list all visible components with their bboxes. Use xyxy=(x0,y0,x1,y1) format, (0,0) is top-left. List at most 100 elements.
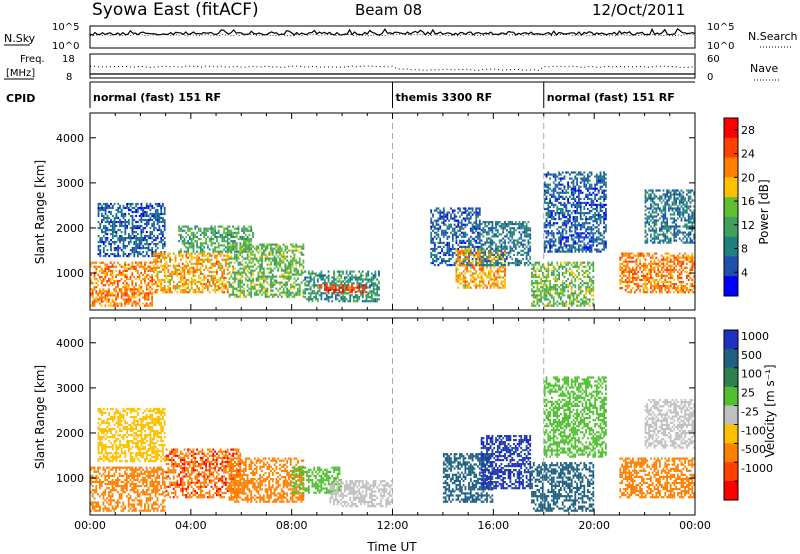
heatmap-cell xyxy=(572,193,575,196)
heatmap-cell xyxy=(307,292,310,295)
heatmap-cell xyxy=(214,246,216,249)
heatmap-cell xyxy=(352,298,355,301)
heatmap-cell xyxy=(342,296,344,299)
heatmap-cell xyxy=(588,265,591,268)
heatmap-cell xyxy=(106,267,108,270)
heatmap-cell xyxy=(558,216,560,219)
heatmap-cell xyxy=(257,271,260,274)
heatmap-cell xyxy=(576,189,578,192)
heatmap-cell xyxy=(442,223,445,226)
heatmap-cell xyxy=(338,274,341,277)
heatmap-cell xyxy=(489,254,492,257)
heatmap-cell xyxy=(90,263,92,266)
heatmap-cell xyxy=(199,229,202,232)
heatmap-cell xyxy=(302,245,305,248)
heatmap-cell xyxy=(352,286,355,289)
heatmap-region xyxy=(316,284,368,294)
heatmap-cell xyxy=(156,252,159,255)
heatmap-cell xyxy=(551,216,553,219)
heatmap-cell xyxy=(279,253,281,256)
heatmap-cell xyxy=(486,276,488,279)
heatmap-cell xyxy=(154,260,157,263)
heatmap-cell xyxy=(284,275,287,278)
heatmap-cell xyxy=(192,280,195,284)
heatmap-cell xyxy=(583,205,586,209)
heatmap-cell xyxy=(131,249,134,252)
heatmap-cell xyxy=(198,287,200,290)
heatmap-cell xyxy=(115,273,117,277)
heatmap-cell xyxy=(451,209,454,212)
heatmap-cell xyxy=(527,239,530,242)
heatmap-cell xyxy=(459,207,461,210)
heatmap-cell xyxy=(498,241,501,244)
heatmap-cell xyxy=(151,255,154,258)
heatmap-cell xyxy=(459,209,461,212)
heatmap-cell xyxy=(232,248,234,251)
heatmap-cell xyxy=(450,217,452,220)
heatmap-cell xyxy=(560,207,562,211)
heatmap-cell xyxy=(122,243,125,246)
heatmap-cell xyxy=(124,239,127,242)
heatmap-cell xyxy=(156,256,159,259)
heatmap-cell xyxy=(482,268,485,271)
heatmap-cell xyxy=(250,291,253,294)
heatmap-cell xyxy=(529,247,532,250)
heatmap-cell xyxy=(587,228,589,231)
heatmap-cell xyxy=(556,212,559,215)
heatmap-cell xyxy=(460,250,463,253)
heatmap-cell xyxy=(471,229,474,232)
heatmap-cell xyxy=(137,220,139,224)
heatmap-cell xyxy=(165,260,168,263)
heatmap-cell xyxy=(574,242,577,245)
heatmap-cell xyxy=(196,254,198,257)
heatmap-cell xyxy=(104,278,107,281)
heatmap-cell xyxy=(590,173,593,176)
heatmap-cell xyxy=(439,241,442,244)
heatmap-cell xyxy=(257,251,260,254)
heatmap-cell xyxy=(581,290,584,293)
heatmap-cell xyxy=(565,216,568,219)
heatmap-cell xyxy=(342,288,344,291)
heatmap-cell xyxy=(579,292,582,295)
heatmap-cell xyxy=(115,231,118,234)
heatmap-cell xyxy=(477,213,479,216)
heatmap-cell xyxy=(563,216,566,219)
heatmap-cell xyxy=(579,240,582,243)
heatmap-cell xyxy=(318,288,321,291)
heatmap-cell xyxy=(540,290,542,293)
heatmap-cell xyxy=(111,253,114,256)
heatmap-cell xyxy=(560,218,562,221)
heatmap-cell xyxy=(163,274,166,277)
heatmap-cell xyxy=(585,286,587,289)
heatmap-cell xyxy=(378,280,380,283)
heatmap-cell xyxy=(464,282,467,285)
heatmap-cell xyxy=(592,236,595,239)
heatmap-cell xyxy=(569,296,571,299)
heatmap-cell xyxy=(552,175,555,178)
heatmap-cell xyxy=(324,286,326,289)
heatmap-cell xyxy=(475,225,478,228)
heatmap-cell xyxy=(551,232,553,235)
heatmap-cell xyxy=(180,291,182,294)
heatmap-cell xyxy=(187,233,189,236)
heatmap-cell xyxy=(588,183,591,186)
heatmap-cell xyxy=(153,268,155,271)
heatmap-cell xyxy=(199,233,202,236)
heatmap-region xyxy=(430,207,481,267)
heatmap-cell xyxy=(180,266,182,269)
heatmap-cell xyxy=(234,273,236,276)
heatmap-cell xyxy=(565,269,568,272)
heatmap-cell xyxy=(124,290,126,293)
heatmap-cell xyxy=(167,287,170,290)
heatmap-cell xyxy=(475,239,478,242)
heatmap-cell xyxy=(110,206,112,210)
heatmap-cell xyxy=(527,221,530,224)
heatmap-cell xyxy=(115,298,117,301)
heatmap-cell xyxy=(554,290,557,293)
heatmap-cell xyxy=(117,280,119,283)
heatmap-cell xyxy=(561,183,564,186)
heatmap-cell xyxy=(117,286,119,289)
heatmap-cell xyxy=(261,257,263,260)
heatmap-cell xyxy=(543,226,546,229)
